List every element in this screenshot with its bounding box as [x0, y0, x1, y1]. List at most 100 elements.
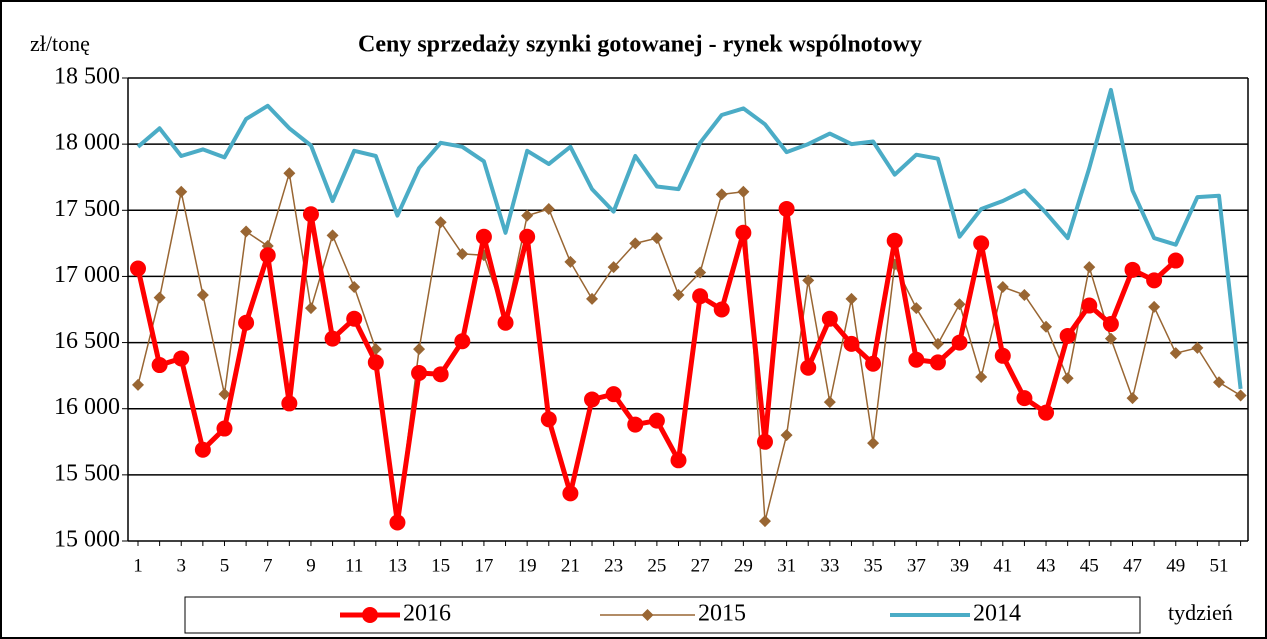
point: [367, 354, 384, 371]
point: [216, 420, 233, 437]
y-tick-label: 15 000: [54, 527, 120, 553]
point: [540, 411, 557, 428]
point: [1018, 288, 1031, 301]
series-line: [136, 87, 1243, 390]
point: [281, 395, 298, 412]
point: [132, 378, 144, 391]
point: [454, 333, 471, 350]
x-tick-label: 33: [820, 555, 839, 576]
x-tick-label: 21: [561, 555, 580, 576]
point: [542, 202, 555, 215]
point: [1059, 327, 1076, 344]
point: [629, 237, 642, 250]
point: [497, 314, 514, 331]
point: [302, 206, 319, 223]
point: [994, 347, 1011, 364]
x-tick-label: 39: [950, 555, 969, 576]
point: [1102, 316, 1119, 333]
point: [304, 302, 317, 315]
point: [648, 412, 665, 429]
point: [735, 224, 752, 241]
x-tick-label: 29: [734, 555, 753, 576]
x-tick-label: 11: [345, 555, 363, 576]
y-tick-label: 18 500: [54, 64, 120, 90]
point: [411, 364, 428, 381]
point: [758, 515, 771, 528]
point: [845, 292, 858, 305]
point: [929, 354, 946, 371]
point: [975, 370, 988, 383]
point: [175, 185, 188, 198]
point: [713, 301, 730, 318]
point: [867, 437, 880, 450]
y-tick-label: 17 000: [54, 262, 120, 288]
x-tick-label: 7: [263, 555, 273, 576]
y-tick-label: 16 500: [54, 328, 120, 354]
point: [627, 416, 644, 433]
point: [1038, 404, 1055, 421]
y-axis-label: zł/tonę: [30, 31, 90, 56]
x-tick-label: 9: [306, 555, 316, 576]
point: [1126, 392, 1139, 405]
point: [821, 310, 838, 327]
point: [1016, 390, 1033, 407]
point: [953, 298, 966, 311]
point: [1104, 332, 1117, 345]
point: [1167, 252, 1184, 269]
x-tick-label: 51: [1210, 555, 1229, 576]
x-tick-label: 35: [864, 555, 883, 576]
x-tick-label: 37: [907, 555, 926, 576]
point: [1083, 261, 1096, 274]
point: [843, 335, 860, 352]
x-tick-label: 27: [691, 555, 710, 576]
point: [1124, 261, 1141, 278]
point: [346, 310, 363, 327]
point: [283, 167, 296, 180]
point: [584, 391, 601, 408]
point: [910, 302, 923, 315]
point: [800, 359, 817, 376]
point: [324, 330, 341, 347]
point: [802, 274, 815, 287]
point: [865, 355, 882, 372]
point: [692, 288, 709, 305]
x-axis-label: tydzień: [1168, 600, 1233, 625]
point: [996, 281, 1009, 294]
point: [737, 185, 750, 198]
point: [151, 357, 168, 374]
point: [823, 396, 836, 409]
point: [153, 291, 166, 304]
point: [196, 288, 209, 301]
x-tick-label: 5: [220, 555, 230, 576]
point: [670, 452, 687, 469]
point: [562, 485, 579, 502]
legend-marker: [641, 609, 654, 621]
legend-label: 2015: [698, 601, 746, 627]
point: [1234, 389, 1247, 402]
x-tick-label: 3: [176, 555, 186, 576]
point: [931, 337, 944, 350]
point: [238, 314, 255, 331]
point: [780, 429, 793, 442]
point: [607, 261, 620, 274]
point: [259, 247, 276, 264]
legend-label: 2014: [973, 601, 1021, 627]
point: [218, 388, 231, 401]
point: [586, 292, 599, 305]
point: [521, 209, 534, 222]
x-tick-label: 23: [604, 555, 623, 576]
x-tick-label: 1: [133, 555, 143, 576]
legend-box: [184, 596, 1141, 634]
point: [1040, 320, 1053, 333]
point: [173, 350, 190, 367]
point: [519, 228, 536, 245]
point: [605, 386, 622, 403]
x-tick-label: 45: [1080, 555, 1099, 576]
point: [413, 343, 426, 356]
point: [908, 351, 925, 368]
x-tick-label: 15: [431, 555, 450, 576]
point: [715, 188, 728, 201]
point: [1146, 272, 1163, 289]
